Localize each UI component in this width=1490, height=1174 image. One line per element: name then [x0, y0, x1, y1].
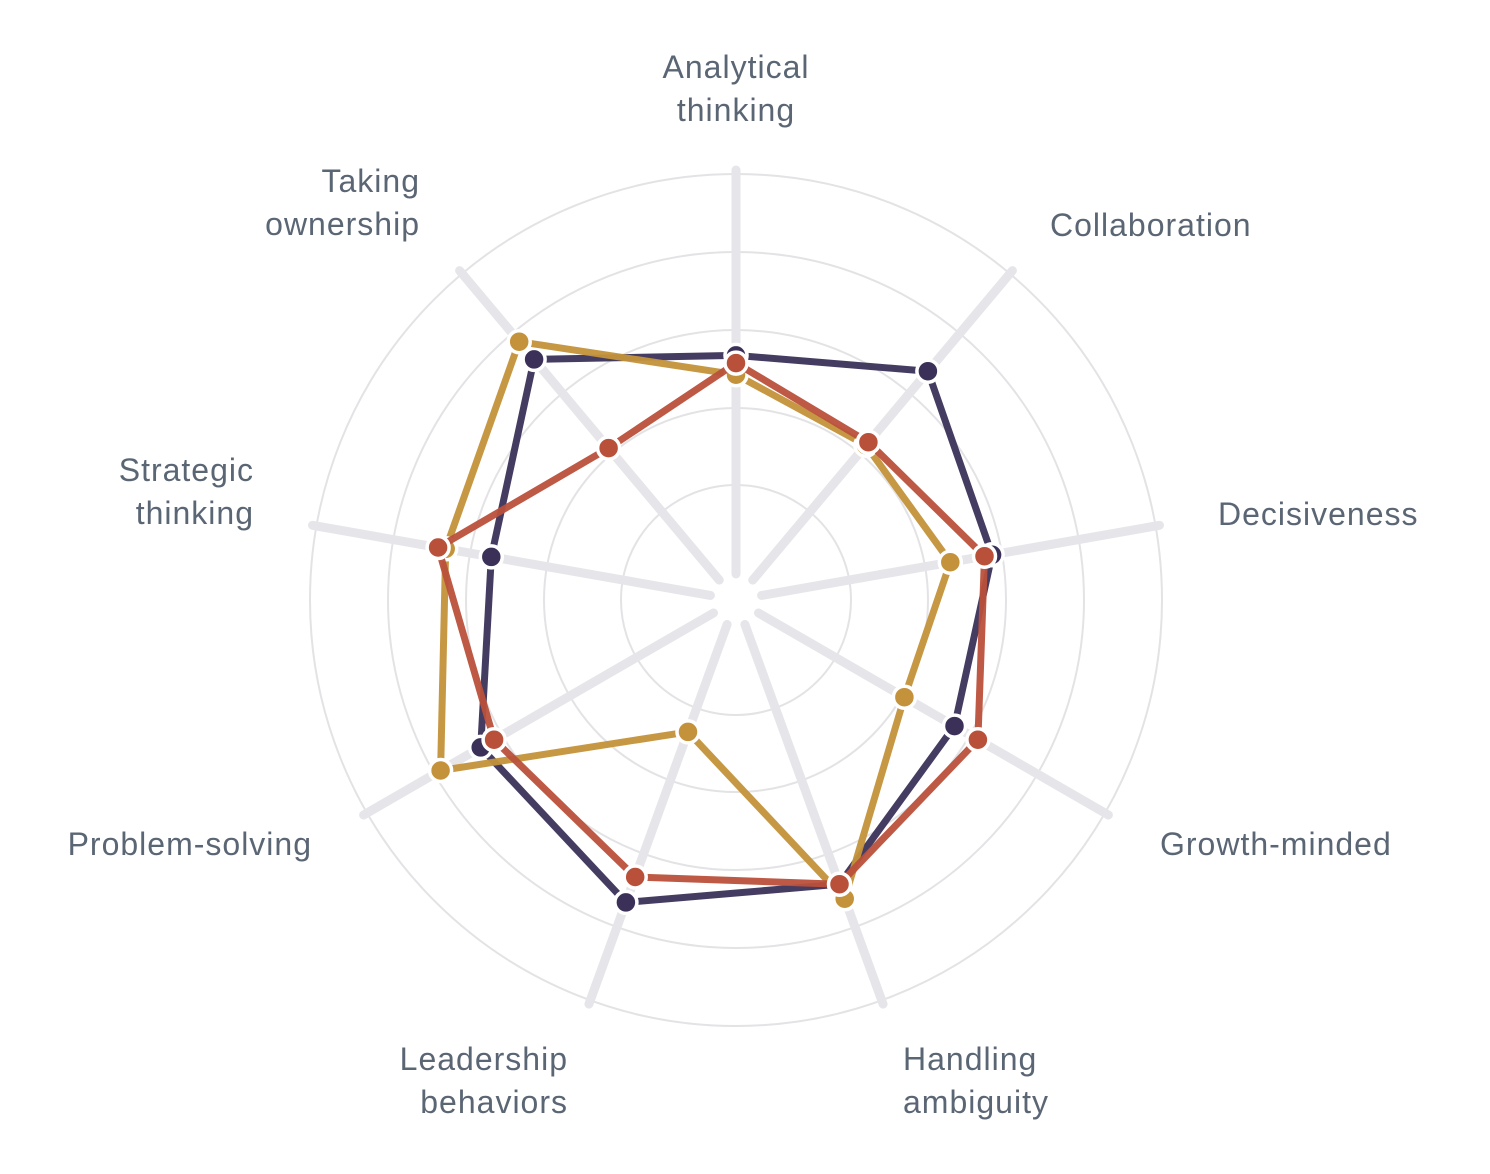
- axis-label-1-line-1: Analytical: [663, 49, 810, 85]
- series-3-point-8: [425, 534, 451, 561]
- axis-label-6-line-2: behaviors: [420, 1084, 568, 1120]
- axis-label-9-line-2: ownership: [265, 206, 420, 242]
- series-3-point-5: [826, 871, 853, 897]
- axis-label-8: Strategic thinking: [119, 452, 254, 531]
- axis-spoke-5: [740, 619, 888, 1009]
- series-1-point-6: [613, 889, 639, 916]
- axis-label-8-line-1: Strategic: [119, 452, 254, 488]
- series-1-point-9: [521, 346, 547, 373]
- axis-labels: Analytical thinking Collaboration Decisiven…: [68, 49, 1419, 1120]
- axis-label-4-line-1: Growth-minded: [1160, 826, 1392, 862]
- axis-label-1: Analytical thinking: [663, 49, 810, 128]
- axis-spoke-4: [754, 608, 1113, 820]
- axis-spoke-9: [455, 266, 724, 585]
- series-group: [425, 328, 1005, 916]
- axis-label-7: Problem-solving: [68, 826, 312, 862]
- series-2-point-6: [675, 719, 701, 745]
- series-3-line: [434, 359, 988, 888]
- series-3-point-3: [971, 543, 998, 569]
- axis-label-7-line-1: Problem-solving: [68, 826, 312, 862]
- axis-spoke-8: [308, 520, 715, 600]
- axis-label-4: Growth-minded: [1160, 826, 1392, 862]
- axis-label-9-line-1: Taking: [322, 163, 421, 199]
- axis-label-3: Decisiveness: [1218, 496, 1419, 532]
- series-1-point-2: [915, 358, 941, 384]
- axis-label-5-line-1: Handling: [903, 1041, 1037, 1077]
- axis-label-6-line-1: Leadership: [400, 1041, 568, 1077]
- axis-label-8-line-2: thinking: [136, 495, 254, 531]
- series-3: [425, 350, 998, 897]
- series-2-line: [437, 338, 954, 903]
- series-3-point-6: [622, 864, 648, 890]
- series-2-point-7: [427, 757, 454, 784]
- axis-spoke-2: [748, 266, 1017, 585]
- axis-spoke-7: [359, 608, 718, 820]
- axis-label-5: Handling ambiguity: [903, 1041, 1049, 1120]
- axis-spoke-6: [584, 619, 732, 1009]
- series-2-point-4: [891, 684, 918, 710]
- series-3-point-4: [965, 726, 991, 753]
- axis-label-5-line-2: ambiguity: [903, 1084, 1049, 1120]
- series-2-point-3: [937, 549, 964, 575]
- axis-spokes: [308, 165, 1164, 1009]
- series-3-point-7: [481, 726, 507, 753]
- series-1-point-4: [941, 713, 968, 739]
- axis-label-6: Leadership behaviors: [400, 1041, 568, 1120]
- series-2-point-9: [506, 328, 532, 355]
- series-3-point-2: [855, 429, 882, 455]
- axis-label-9: Taking ownership: [265, 163, 420, 242]
- axis-label-2-line-1: Collaboration: [1050, 207, 1252, 243]
- axis-label-2: Collaboration: [1050, 207, 1252, 243]
- axis-label-1-line-2: thinking: [677, 92, 795, 128]
- series-3-point-9: [595, 435, 622, 461]
- series-3-point-1: [723, 350, 749, 376]
- axis-label-3-line-1: Decisiveness: [1218, 496, 1419, 532]
- series-1-point-8: [478, 544, 505, 570]
- series-1-line: [477, 351, 996, 906]
